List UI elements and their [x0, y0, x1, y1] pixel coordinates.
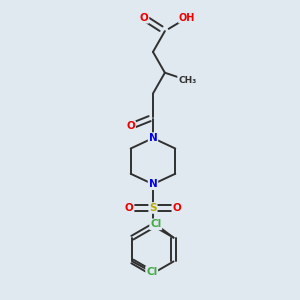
Text: CH₃: CH₃ — [178, 76, 196, 85]
Text: Cl: Cl — [150, 219, 161, 229]
Text: Cl: Cl — [146, 267, 157, 277]
Text: S: S — [149, 203, 157, 213]
Text: O: O — [126, 121, 135, 131]
Text: OH: OH — [179, 13, 195, 23]
Text: N: N — [148, 133, 157, 143]
Text: O: O — [125, 203, 134, 213]
Text: O: O — [140, 13, 148, 23]
Text: O: O — [172, 203, 181, 213]
Text: N: N — [148, 179, 157, 189]
